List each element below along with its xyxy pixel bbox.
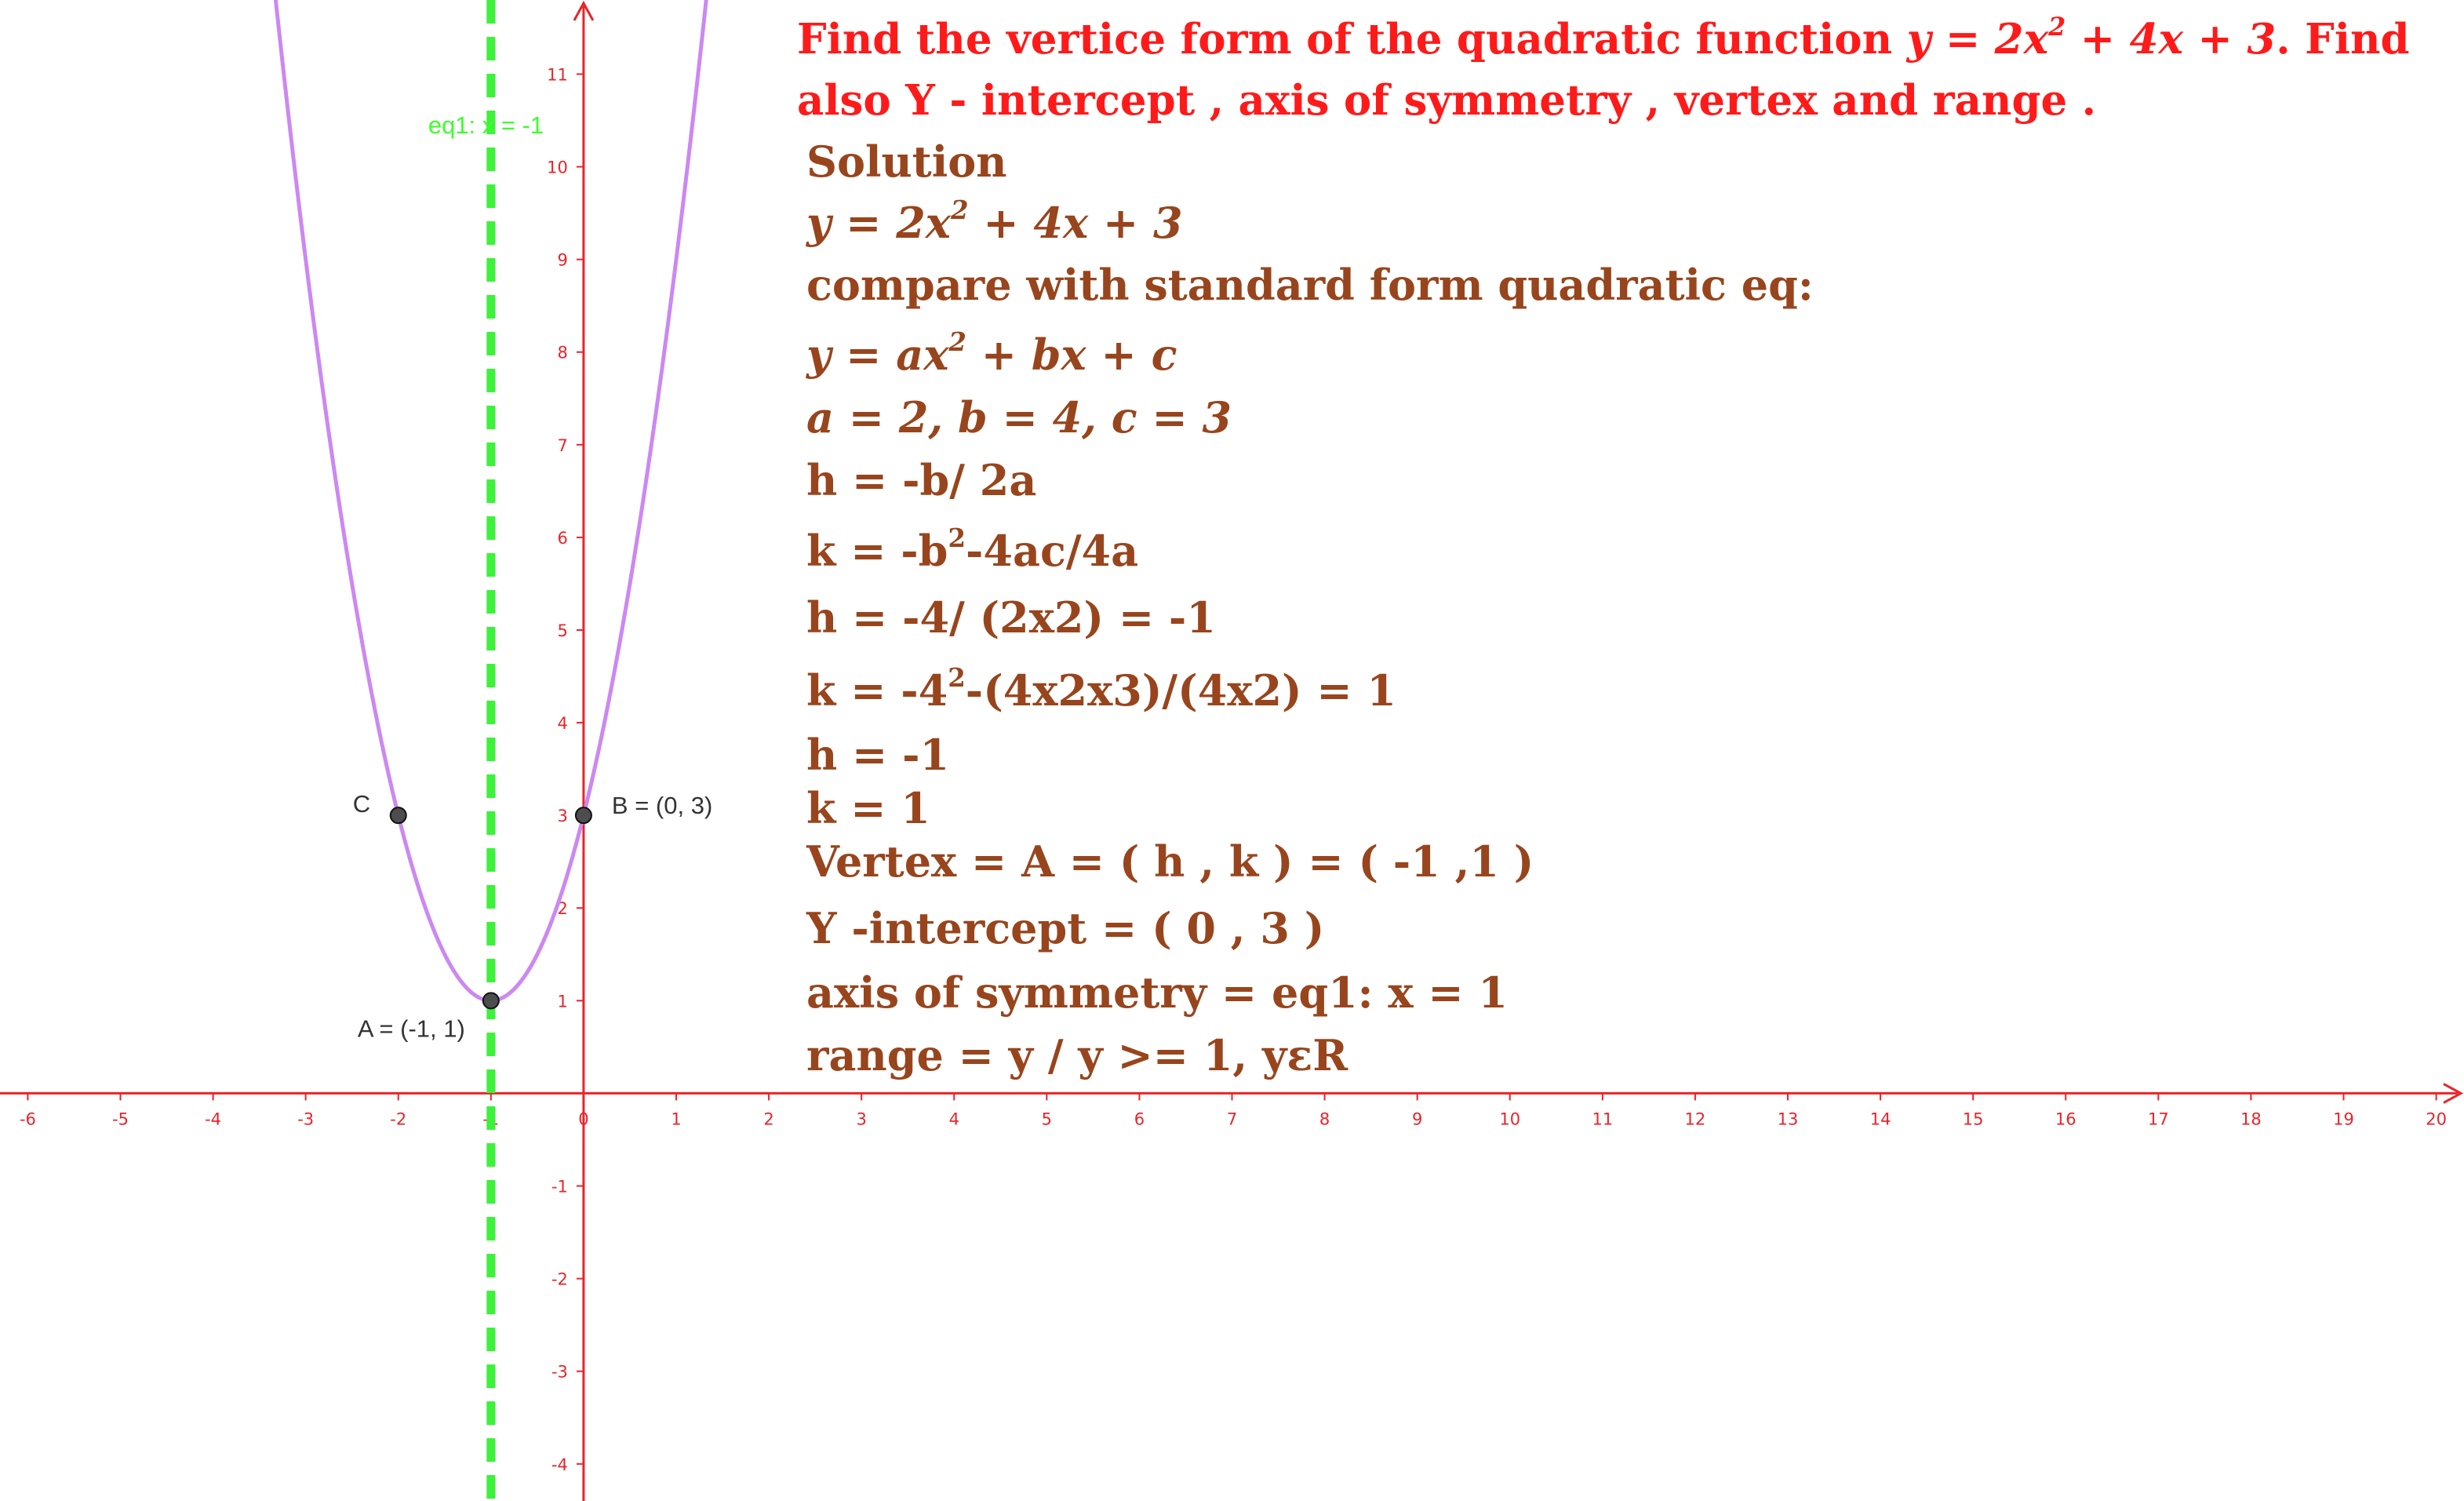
x-tick-label: 8 <box>1319 1109 1330 1128</box>
x-tick-label: 7 <box>1227 1109 1237 1128</box>
k-value: k = 1 <box>806 783 930 833</box>
h-formula: h = -b/ 2a <box>806 455 1037 505</box>
point-B[interactable] <box>574 807 592 825</box>
h-calculation: h = -4/ (2x2) = -1 <box>806 592 1216 643</box>
y-tick-label: 3 <box>558 807 568 825</box>
y-tick-label: 11 <box>547 65 568 84</box>
y-axis-arrow <box>573 0 595 21</box>
y-tick-label: 9 <box>558 251 568 270</box>
y-intercept-result: Y -intercept = ( 0 , 3 ) <box>806 903 1325 953</box>
standard-form-equation: y = ax2 + bx + c <box>806 327 1177 380</box>
k-formula: k = -b2-4ac/4a <box>806 523 1139 576</box>
question-line-2: also Y - intercept , axis of symmetry , … <box>797 76 2097 125</box>
x-tick-label: 20 <box>2426 1109 2447 1128</box>
y-tick-label: -4 <box>551 1455 568 1474</box>
y-tick-label: 8 <box>558 344 568 362</box>
x-tick-label: 6 <box>1134 1109 1145 1128</box>
x-tick-label: 12 <box>1685 1109 1706 1128</box>
x-tick-label: 2 <box>763 1109 773 1128</box>
x-tick-label: 10 <box>1499 1109 1520 1128</box>
x-axis-arrow <box>2443 1083 2464 1104</box>
range-result: range = y / y >= 1, yεR <box>806 1030 1348 1080</box>
axis-of-symmetry-result: axis of symmetry = eq1: x = 1 <box>806 967 1509 1018</box>
x-tick-label: -6 <box>20 1109 36 1128</box>
x-tick-label: 3 <box>856 1109 866 1128</box>
y-tick-label: -2 <box>551 1270 568 1289</box>
x-tick-label: -2 <box>390 1109 406 1128</box>
point-A-label: A = (-1, 1) <box>358 1015 465 1042</box>
question-line-1: Find the vertice form of the quadratic f… <box>797 12 2410 64</box>
compare-text: compare with standard form quadratic eq: <box>806 260 1814 310</box>
x-tick-label: 15 <box>1963 1109 1984 1128</box>
h-value: h = -1 <box>806 730 950 780</box>
y-tick-label: 4 <box>558 714 568 733</box>
y-tick-label: 1 <box>558 992 568 1011</box>
vertex-result: Vertex = A = ( h , k ) = ( -1 ,1 ) <box>806 836 1534 887</box>
y-tick-label: 10 <box>547 158 568 177</box>
coefficients: a = 2, b = 4, c = 3 <box>806 392 1232 443</box>
x-tick-label: 4 <box>949 1109 959 1128</box>
y-tick-label: -1 <box>551 1178 568 1197</box>
point-A[interactable] <box>482 992 500 1010</box>
y-tick-label: 2 <box>558 899 568 918</box>
x-tick-label: 16 <box>2055 1109 2076 1128</box>
point-C-label: C <box>353 790 370 818</box>
y-tick-label: 7 <box>558 436 568 455</box>
x-tick-label: 18 <box>2240 1109 2262 1128</box>
tick-labels: -6-5-4-3-2-10123456789101112131415161718… <box>20 65 2447 1474</box>
x-tick-label: 1 <box>671 1109 681 1128</box>
x-tick-label: 17 <box>2148 1109 2169 1128</box>
x-tick-label: 13 <box>1778 1109 1799 1128</box>
y-tick-label: 5 <box>558 621 568 640</box>
points[interactable]: A = (-1, 1) B = (0, 3) C <box>353 790 713 1042</box>
solution-heading: Solution <box>806 137 1007 187</box>
y-tick-label: 6 <box>558 529 568 548</box>
symmetry-line-group[interactable]: eq1: x = -1 <box>428 0 544 1501</box>
x-tick-label: 19 <box>2333 1109 2354 1128</box>
x-tick-label: -3 <box>297 1109 314 1128</box>
k-calculation: k = -42-(4x2x3)/(4x2) = 1 <box>806 663 1396 716</box>
x-tick-label: -5 <box>112 1109 129 1128</box>
x-tick-label: 0 <box>578 1109 588 1128</box>
point-B-label: B = (0, 3) <box>612 792 712 819</box>
x-tick-label: 9 <box>1412 1109 1422 1128</box>
x-tick-label: 5 <box>1042 1109 1052 1128</box>
given-equation: y = 2x2 + 4x + 3 <box>806 195 1183 248</box>
x-tick-label: 11 <box>1592 1109 1613 1128</box>
symmetry-line-label: eq1: x = -1 <box>428 111 544 139</box>
x-tick-label: -4 <box>205 1109 221 1128</box>
y-tick-label: -3 <box>551 1363 568 1382</box>
x-tick-label: 14 <box>1870 1109 1891 1128</box>
point-C[interactable] <box>389 807 407 825</box>
